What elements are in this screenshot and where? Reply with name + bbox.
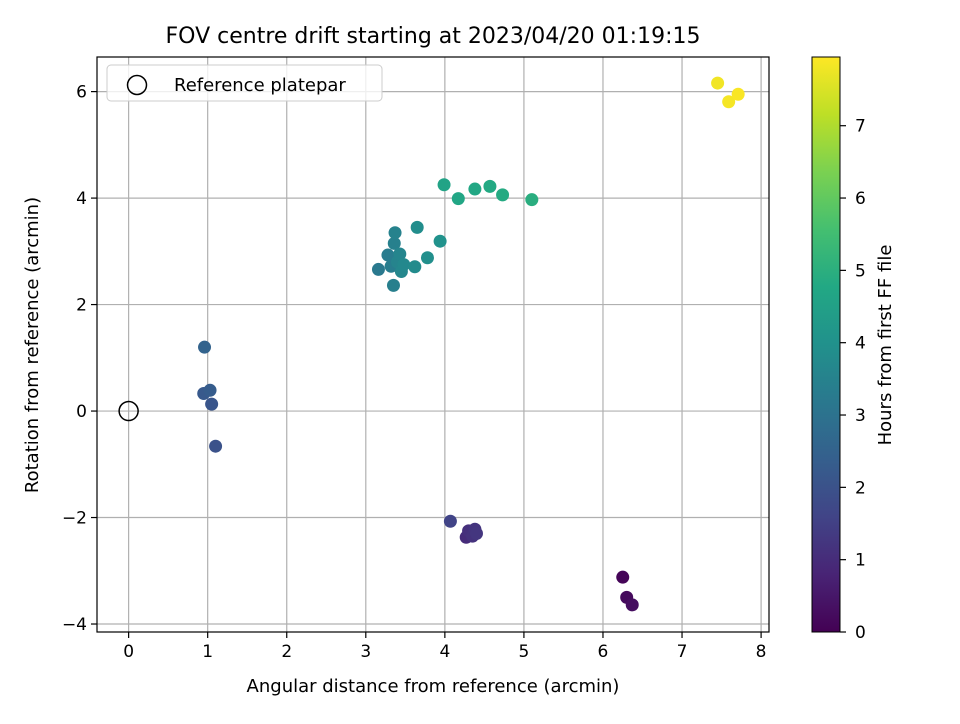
y-tick-label: 2 bbox=[76, 296, 87, 316]
scatter-point bbox=[468, 182, 482, 196]
legend-reference-marker bbox=[126, 74, 148, 96]
y-axis-label: Rotation from reference (arcmin) bbox=[22, 197, 43, 493]
x-tick-label: 6 bbox=[598, 642, 609, 662]
plot-frame bbox=[96, 56, 770, 633]
grid bbox=[97, 57, 769, 632]
scatter-point bbox=[408, 260, 422, 274]
colorbar-tick-label: 6 bbox=[855, 189, 866, 209]
scatter-point bbox=[451, 192, 465, 206]
scatter-point bbox=[387, 236, 401, 250]
scatter-point bbox=[381, 248, 395, 262]
scatter-point bbox=[616, 570, 630, 584]
colorbar-tick-label: 0 bbox=[855, 623, 866, 643]
y-tick-label: −2 bbox=[62, 509, 87, 529]
colorbar-tick-label: 7 bbox=[855, 117, 866, 137]
colorbar: 0 1 2 3 4 5 6 7 Hours from first FF file bbox=[811, 56, 896, 643]
scatter-point bbox=[393, 247, 407, 261]
legend-label: Reference platepar bbox=[174, 75, 346, 96]
x-tick-label: 8 bbox=[756, 642, 767, 662]
colorbar-tick-label: 1 bbox=[855, 551, 866, 571]
scatter-point bbox=[203, 383, 217, 397]
scatter-point bbox=[711, 76, 725, 90]
x-tick-label: 5 bbox=[519, 642, 530, 662]
scatter-point bbox=[496, 188, 510, 202]
scatter-point bbox=[433, 234, 447, 248]
colorbar-tick-label: 2 bbox=[855, 478, 866, 498]
scatter-point bbox=[388, 226, 402, 240]
colorbar-ticks: 0 1 2 3 4 5 6 7 bbox=[840, 117, 866, 643]
scatter-point bbox=[397, 258, 411, 272]
scatter-point bbox=[209, 439, 223, 453]
y-tick-label: −4 bbox=[62, 615, 87, 635]
scatter-point bbox=[525, 193, 539, 207]
x-axis-label: Angular distance from reference (arcmin) bbox=[247, 676, 620, 697]
colorbar-tick-label: 4 bbox=[855, 334, 866, 354]
scatter-point bbox=[205, 397, 219, 411]
scatter-point bbox=[386, 278, 400, 292]
colorbar-tick-label: 5 bbox=[855, 261, 866, 281]
scatter-point bbox=[483, 179, 497, 193]
scatter-point bbox=[371, 262, 385, 276]
legend: Reference platepar bbox=[106, 64, 383, 102]
scatter-point bbox=[731, 87, 745, 101]
y-tick-label: 0 bbox=[76, 402, 87, 422]
reference-platepar-marker bbox=[118, 400, 139, 422]
x-tick-label: 1 bbox=[202, 642, 213, 662]
scatter-point bbox=[410, 220, 424, 234]
x-axis-ticks: 0 1 2 3 4 5 6 7 8 bbox=[123, 632, 767, 662]
chart-title: FOV centre drift starting at 2023/04/20 … bbox=[166, 24, 701, 49]
colorbar-gradient bbox=[811, 56, 841, 633]
x-tick-label: 2 bbox=[281, 642, 292, 662]
data-points bbox=[118, 76, 745, 612]
scatter-point bbox=[437, 178, 451, 192]
x-tick-label: 7 bbox=[677, 642, 688, 662]
x-tick-label: 0 bbox=[123, 642, 134, 662]
scatter-point bbox=[469, 527, 483, 541]
y-axis-ticks: −4 −2 0 2 4 6 bbox=[62, 83, 97, 635]
y-tick-label: 4 bbox=[76, 189, 87, 209]
colorbar-label: Hours from first FF file bbox=[875, 245, 896, 446]
scatter-point bbox=[420, 251, 434, 265]
legend-box bbox=[106, 64, 383, 102]
scatter-point bbox=[625, 598, 639, 612]
x-tick-label: 4 bbox=[439, 642, 450, 662]
scatter-point bbox=[198, 340, 212, 354]
scatter-point bbox=[443, 514, 457, 528]
y-tick-label: 6 bbox=[76, 83, 87, 103]
x-tick-label: 3 bbox=[360, 642, 371, 662]
colorbar-tick-label: 3 bbox=[855, 406, 866, 426]
scatter-point bbox=[722, 95, 736, 109]
